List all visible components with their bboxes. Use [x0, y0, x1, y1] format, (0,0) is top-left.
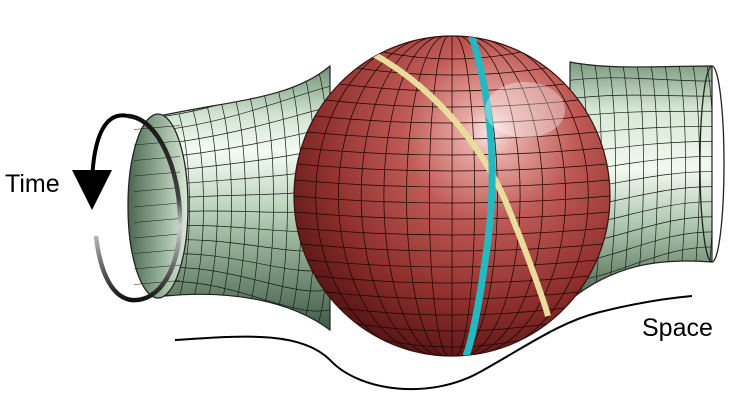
space-curve: [174, 295, 693, 391]
cyan-geodesic: [458, 36, 496, 356]
central-sphere: [293, 35, 611, 357]
circular-arrow-icon: [72, 113, 129, 210]
space-label: Space: [642, 314, 713, 342]
left-tube: [127, 64, 331, 332]
time-label: Time: [5, 170, 60, 198]
yellow-geodesic: [335, 36, 551, 317]
time-ring: [72, 113, 183, 303]
